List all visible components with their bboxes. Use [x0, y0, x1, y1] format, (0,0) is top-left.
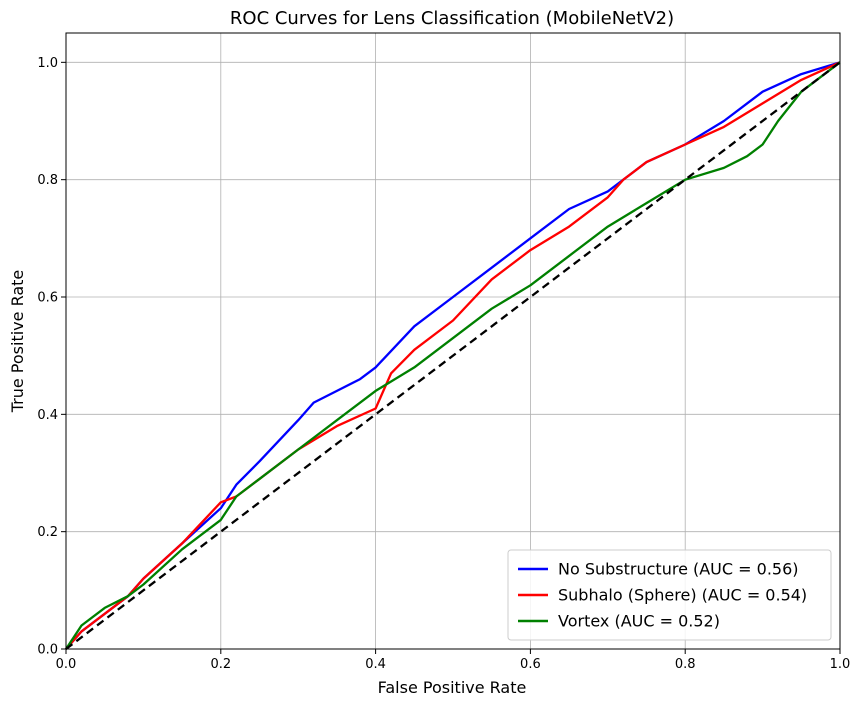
y-tick-label: 0.0: [37, 643, 58, 658]
y-tick-label: 0.8: [37, 173, 58, 188]
plot-frame: [65, 32, 841, 650]
x-tick-label: 0.4: [365, 657, 386, 672]
legend-box: [507, 549, 832, 641]
x-axis-label: False Positive Rate: [378, 678, 527, 697]
chart-title: ROC Curves for Lens Classification (Mobi…: [230, 8, 674, 29]
legend: No Substructure (AUC = 0.56) Subhalo (Sph…: [507, 549, 832, 641]
y-tick-label: 0.6: [37, 291, 58, 306]
y-axis-label: True Positive Rate: [8, 270, 27, 414]
y-tick-label: 0.2: [37, 525, 58, 540]
x-tick-label: 0.2: [210, 657, 231, 672]
ticks: 0.0 0.2 0.4 0.6 0.8 1.0 0.0 0.2 0.4 0.6 0.8 1.0: [37, 56, 850, 672]
x-tick-label: 0.0: [56, 657, 77, 672]
chance-diagonal-line: [65, 61, 841, 650]
x-tick-label: 0.8: [675, 657, 696, 672]
x-tick-label: 0.6: [520, 657, 541, 672]
y-tick-label: 0.4: [37, 408, 58, 423]
y-tick-label: 1.0: [37, 56, 58, 71]
legend-entry: Vortex (AUC = 0.52): [558, 612, 720, 631]
legend-entry: No Substructure (AUC = 0.56): [558, 560, 799, 579]
series-line-1: [65, 61, 841, 650]
legend-entry: Subhalo (Sphere) (AUC = 0.54): [558, 586, 807, 605]
series-line-2: [65, 61, 841, 650]
x-tick-label: 1.0: [830, 657, 851, 672]
series-layer: [65, 61, 841, 650]
